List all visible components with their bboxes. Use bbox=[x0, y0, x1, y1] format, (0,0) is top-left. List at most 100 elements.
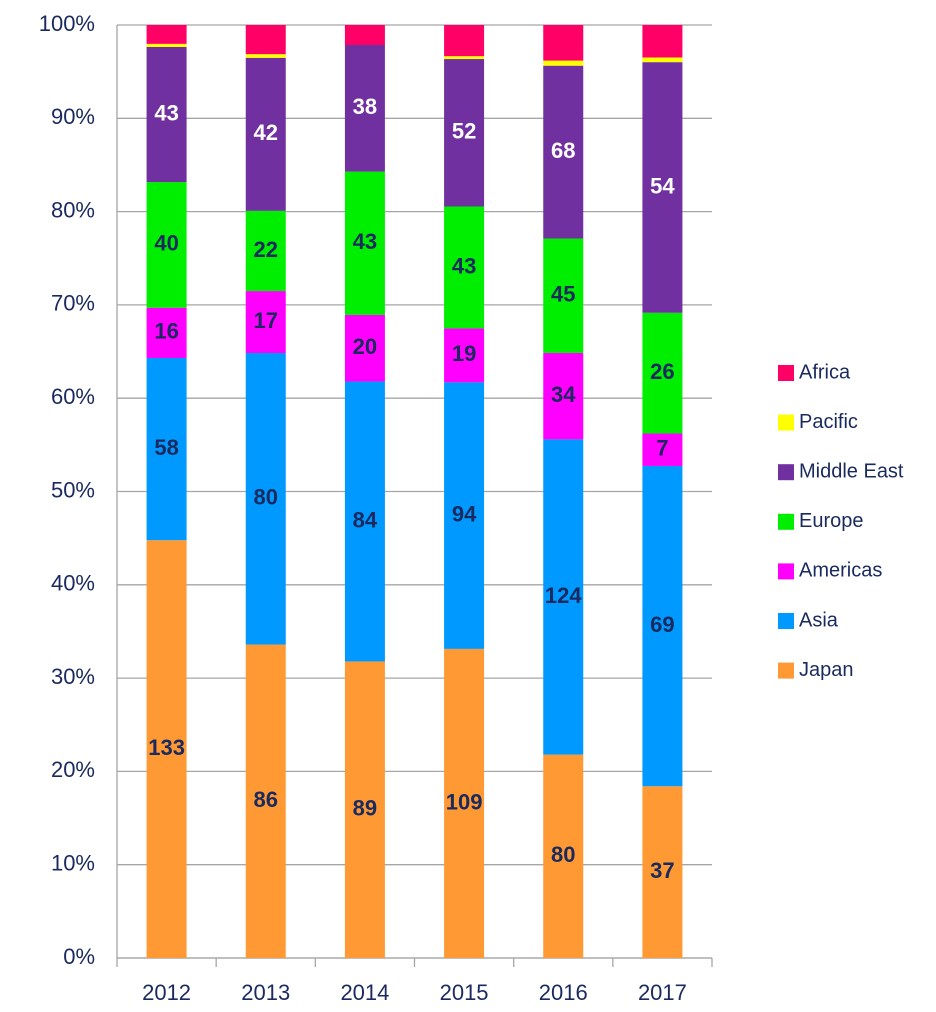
data-label: 54 bbox=[650, 173, 675, 198]
y-tick-label: 50% bbox=[51, 477, 95, 502]
bar-segment bbox=[245, 644, 286, 958]
bar-segment bbox=[543, 754, 584, 958]
bar-segment bbox=[543, 60, 584, 66]
bar-segment bbox=[642, 465, 683, 787]
data-label: 7 bbox=[656, 436, 668, 461]
legend-swatch bbox=[778, 662, 794, 679]
legend-label: Asia bbox=[799, 609, 839, 631]
bar-segment bbox=[444, 59, 485, 207]
data-label: 86 bbox=[254, 787, 278, 812]
legend-label: Middle East bbox=[799, 460, 904, 482]
bar-segment bbox=[146, 25, 187, 44]
bar-segment bbox=[444, 25, 485, 57]
y-tick-label: 10% bbox=[51, 851, 95, 876]
data-label: 37 bbox=[650, 858, 674, 883]
bar-segment bbox=[543, 352, 584, 440]
legend-label: Pacific bbox=[799, 411, 858, 433]
y-tick-label: 30% bbox=[51, 664, 95, 689]
bar-segment bbox=[245, 353, 286, 645]
y-tick-label: 100% bbox=[39, 11, 95, 36]
data-label: 16 bbox=[154, 319, 178, 344]
data-label: 84 bbox=[353, 507, 378, 532]
data-label: 43 bbox=[154, 100, 178, 125]
bar-segment bbox=[245, 25, 286, 55]
y-tick-label: 80% bbox=[51, 197, 95, 222]
data-label: 26 bbox=[650, 359, 674, 384]
bar-segment bbox=[642, 312, 683, 434]
bar-segment bbox=[543, 65, 584, 239]
legend-label: Japan bbox=[799, 659, 854, 681]
legend-label: Americas bbox=[799, 560, 882, 582]
y-tick-label: 70% bbox=[51, 291, 95, 316]
data-label: 94 bbox=[452, 501, 477, 526]
bar-segment bbox=[146, 357, 187, 541]
bar-segment bbox=[344, 171, 385, 315]
bar-segment bbox=[344, 44, 385, 172]
bar-segment bbox=[344, 314, 385, 382]
bar-segment bbox=[245, 57, 286, 211]
data-label: 69 bbox=[650, 612, 674, 637]
data-label: 80 bbox=[254, 485, 278, 510]
bar-segment bbox=[444, 382, 485, 649]
bar-segment bbox=[344, 661, 385, 958]
bar-segment bbox=[444, 206, 485, 329]
legend-swatch bbox=[778, 414, 794, 431]
data-label: 40 bbox=[154, 231, 178, 256]
bar-segment bbox=[344, 25, 385, 45]
data-label: 22 bbox=[254, 237, 278, 262]
bar-segment bbox=[642, 25, 683, 58]
bar-segment bbox=[245, 291, 286, 354]
data-label: 38 bbox=[353, 94, 377, 119]
data-label: 68 bbox=[551, 138, 575, 163]
bar-segment bbox=[146, 540, 187, 958]
legend-swatch bbox=[778, 613, 794, 629]
bar-segment bbox=[444, 328, 485, 383]
data-label: 43 bbox=[452, 253, 476, 278]
data-label: 133 bbox=[148, 735, 185, 760]
bar-segment bbox=[543, 238, 584, 353]
data-label: 19 bbox=[452, 341, 476, 366]
bar-segment bbox=[146, 46, 187, 183]
data-label: 109 bbox=[446, 789, 483, 814]
data-label: 80 bbox=[551, 842, 575, 867]
legend-swatch bbox=[778, 563, 794, 580]
y-tick-label: 60% bbox=[51, 384, 95, 409]
bar-segment bbox=[642, 433, 683, 466]
bar-segment bbox=[146, 43, 187, 47]
bar-segment bbox=[245, 54, 286, 58]
bar-segment bbox=[444, 56, 485, 60]
y-tick-label: 40% bbox=[51, 571, 95, 596]
bar-segment bbox=[642, 62, 683, 313]
bar-segment bbox=[642, 786, 683, 958]
x-tick-label: 2012 bbox=[142, 980, 191, 1005]
legend-label: Africa bbox=[799, 361, 851, 383]
bar-segment bbox=[146, 307, 187, 358]
data-label: 43 bbox=[353, 229, 377, 254]
bar-segment bbox=[245, 210, 286, 292]
bar-segment bbox=[642, 57, 683, 63]
data-label: 45 bbox=[551, 282, 575, 307]
data-label: 58 bbox=[154, 435, 178, 460]
data-label: 34 bbox=[551, 382, 576, 407]
bar-segment bbox=[146, 182, 187, 308]
bar-segment bbox=[344, 381, 385, 662]
x-tick-label: 2017 bbox=[638, 980, 687, 1005]
y-tick-label: 20% bbox=[51, 757, 95, 782]
data-label: 20 bbox=[353, 334, 377, 359]
legend-swatch bbox=[778, 513, 794, 530]
data-label: 89 bbox=[353, 796, 377, 821]
bar-segment bbox=[543, 439, 584, 755]
legend-swatch bbox=[778, 464, 794, 481]
legend-label: Europe bbox=[799, 510, 864, 532]
data-label: 42 bbox=[254, 120, 278, 145]
y-tick-label: 90% bbox=[51, 104, 95, 129]
x-tick-label: 2015 bbox=[440, 980, 489, 1005]
bar-segment bbox=[543, 25, 584, 61]
data-label: 124 bbox=[545, 583, 582, 608]
y-tick-label: 0% bbox=[63, 944, 95, 969]
legend-swatch bbox=[778, 365, 794, 381]
x-tick-label: 2014 bbox=[340, 980, 389, 1005]
x-tick-label: 2016 bbox=[539, 980, 588, 1005]
x-tick-label: 2013 bbox=[241, 980, 290, 1005]
